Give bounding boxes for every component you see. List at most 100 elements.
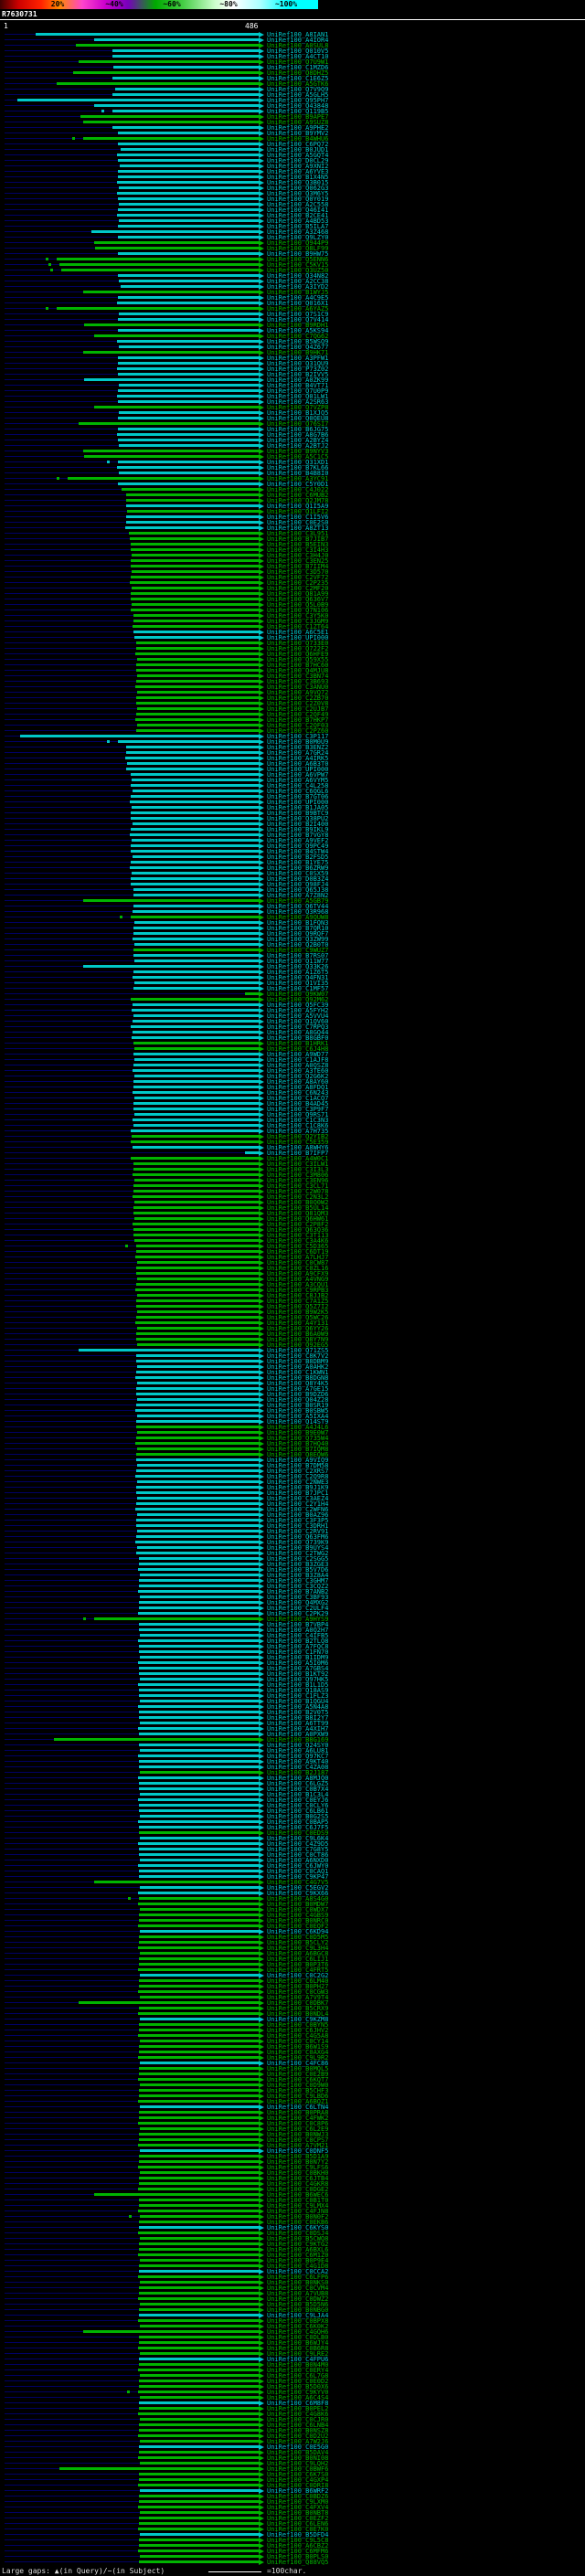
hit-label[interactable]: UniRef100_C6JWY0 (267, 1862, 329, 1870)
hit-label[interactable]: UniRef100_Q0QEU8 (267, 415, 329, 422)
hit-label[interactable]: UniRef100_A4Y131 (267, 1320, 329, 1327)
hit-label[interactable]: UniRef100_B2I400 (267, 821, 329, 828)
hit-bar[interactable] (138, 2089, 259, 2092)
hit-bar[interactable] (133, 894, 259, 896)
hit-label[interactable]: UniRef100_B0PEL2 (267, 2405, 329, 2412)
hit-label[interactable]: UniRef100_Q6YY26 (267, 1325, 329, 1332)
hit-bar[interactable] (117, 356, 259, 359)
hit-bar[interactable] (136, 1497, 259, 1500)
hit-label[interactable]: UniRef100_C2ZB70 (267, 694, 329, 702)
hit-bar[interactable] (117, 208, 259, 211)
hit-bar[interactable] (138, 1924, 259, 1927)
hit-label[interactable]: UniRef100_C6LTN4 (267, 2104, 329, 2111)
hit-bar[interactable] (132, 1135, 259, 1138)
hit-bar[interactable] (133, 1124, 259, 1127)
hit-label[interactable]: UniRef100_Q97HK5 (267, 1676, 329, 1683)
hit-label[interactable]: UniRef100_B0NBG0 (267, 2306, 329, 2314)
hit-label[interactable]: UniRef100_C5EGV2 (267, 1884, 329, 1892)
hit-label[interactable]: UniRef100_C6LFP6 (267, 2274, 329, 2281)
hit-bar[interactable] (120, 148, 259, 151)
hit-label[interactable]: UniRef100_Q733E0 (267, 640, 329, 647)
hit-label[interactable]: UniRef100_C1MZD6 (267, 64, 329, 71)
hit-label[interactable]: UniRef100_C9KP47 (267, 1873, 329, 1881)
hit-label[interactable]: UniRef100_C4G8K6 (267, 2411, 329, 2418)
hit-label[interactable]: UniRef100_Q7U0P9 (267, 387, 329, 395)
hit-label[interactable]: UniRef100_C0SX59 (267, 870, 329, 877)
hit-label[interactable]: UniRef100_B0N7Y2 (267, 2158, 329, 2166)
hit-label[interactable]: UniRef100_Q2YIB2 (267, 1133, 329, 1140)
hit-bar[interactable] (136, 1530, 259, 1532)
hit-label[interactable]: UniRef100_C0D5M5 (267, 1934, 329, 1941)
hit-bar[interactable] (138, 1639, 259, 1642)
hit-bar[interactable] (136, 1277, 259, 1280)
hit-label[interactable]: UniRef100_C9RPB3 (267, 1287, 329, 1294)
hit-bar[interactable] (139, 1793, 259, 1796)
hit-bar[interactable] (130, 548, 259, 551)
hit-label[interactable]: UniRef100_Q722F2 (267, 645, 329, 652)
hit-bar[interactable] (131, 559, 259, 562)
hit-bar[interactable] (139, 2204, 259, 2207)
hit-bar[interactable] (138, 2122, 259, 2125)
hit-label[interactable]: UniRef100_C8K7V2 (267, 1352, 329, 1360)
hit-label[interactable]: UniRef100_C3ILW1 (267, 1161, 329, 1168)
hit-bar[interactable] (138, 1754, 259, 1757)
hit-label[interactable]: UniRef100_C0E2S0 (267, 519, 329, 526)
hit-bar[interactable] (133, 1069, 259, 1072)
hit-bar[interactable] (131, 592, 259, 595)
hit-bar[interactable] (138, 2517, 259, 2519)
hit-label[interactable]: UniRef100_B0JUD1 (267, 146, 329, 154)
hit-label[interactable]: UniRef100_B1X4N5 (267, 174, 329, 181)
hit-bar[interactable] (139, 1656, 259, 1659)
hit-label[interactable]: UniRef100_C0DBK7 (267, 1999, 329, 2007)
hit-label[interactable]: UniRef100_B6WJY4 (267, 2339, 329, 2347)
hit-bar[interactable] (136, 707, 259, 710)
hit-bar[interactable] (136, 1535, 259, 1538)
hit-label[interactable]: UniRef100_C1ZT64 (267, 623, 329, 631)
hit-bar[interactable] (136, 1469, 259, 1472)
hit-bar[interactable] (125, 526, 259, 529)
hit-label[interactable]: UniRef100_A6TT99 (267, 1720, 329, 1727)
hit-label[interactable]: UniRef100_A5VVU4 (267, 1012, 329, 1020)
hit-label[interactable]: UniRef100_C2Z0V8 (267, 700, 329, 707)
hit-label[interactable]: UniRef100_B7VGY8 (267, 832, 329, 839)
hit-bar[interactable] (133, 932, 259, 935)
hit-label[interactable]: UniRef100_B0NKS0 (267, 2279, 329, 2286)
hit-bar[interactable] (133, 614, 259, 617)
hit-label[interactable]: UniRef100_C4GBS9 (267, 1912, 329, 1919)
hit-bar[interactable] (136, 1519, 259, 1521)
hit-label[interactable]: UniRef100_C0BYN5 (267, 2021, 329, 2029)
hit-bar[interactable] (136, 696, 259, 699)
hit-label[interactable]: UniRef100_C6QGL6 (267, 788, 329, 795)
hit-label[interactable]: UniRef100_B4B8I0 (267, 470, 329, 477)
hit-label[interactable]: UniRef100_C2NWE3 (267, 1479, 329, 1486)
hit-bar[interactable] (138, 1628, 259, 1631)
hit-label[interactable]: UniRef100_C0D9W0 (267, 2082, 329, 2089)
hit-label[interactable]: UniRef100_A2BYZ4 (267, 437, 329, 444)
hit-label[interactable]: UniRef100_B7VBP4 (267, 1621, 329, 1628)
hit-label[interactable]: UniRef100_A6B3T0 (267, 760, 329, 768)
hit-bar[interactable] (135, 641, 259, 644)
hit-bar[interactable] (132, 822, 259, 825)
hit-label[interactable]: UniRef100_C4G1D8 (267, 2263, 329, 2270)
hit-bar[interactable] (133, 1064, 259, 1066)
hit-bar[interactable] (139, 1771, 259, 1774)
hit-label[interactable]: UniRef100_C0CY14 (267, 2038, 329, 2045)
hit-bar[interactable] (136, 1447, 259, 1450)
hit-bar[interactable] (136, 1267, 259, 1269)
hit-bar[interactable] (131, 795, 259, 798)
hit-label[interactable]: UniRef100_A6BGC8 (267, 1950, 329, 1957)
hit-bar[interactable] (136, 647, 259, 650)
hit-label[interactable]: UniRef100_B2J187 (267, 1769, 329, 1776)
hit-label[interactable]: UniRef100_C4FJN8 (267, 2208, 329, 2215)
hit-bar[interactable] (133, 1097, 259, 1099)
hit-bar[interactable] (138, 1864, 259, 1867)
hit-label[interactable]: UniRef100_C3P117 (267, 733, 329, 740)
hit-bar[interactable] (131, 861, 259, 864)
hit-label[interactable]: UniRef100_A6BXL6 (267, 2246, 329, 2253)
hit-bar[interactable] (133, 1162, 259, 1165)
hit-label[interactable]: UniRef100_C9L5C8 (267, 2537, 329, 2544)
hit-label[interactable]: UniRef100_B0N0F2 (267, 2213, 329, 2221)
hit-bar[interactable] (135, 652, 259, 655)
hit-bar[interactable] (139, 2451, 259, 2454)
hit-bar[interactable] (138, 1935, 259, 1938)
